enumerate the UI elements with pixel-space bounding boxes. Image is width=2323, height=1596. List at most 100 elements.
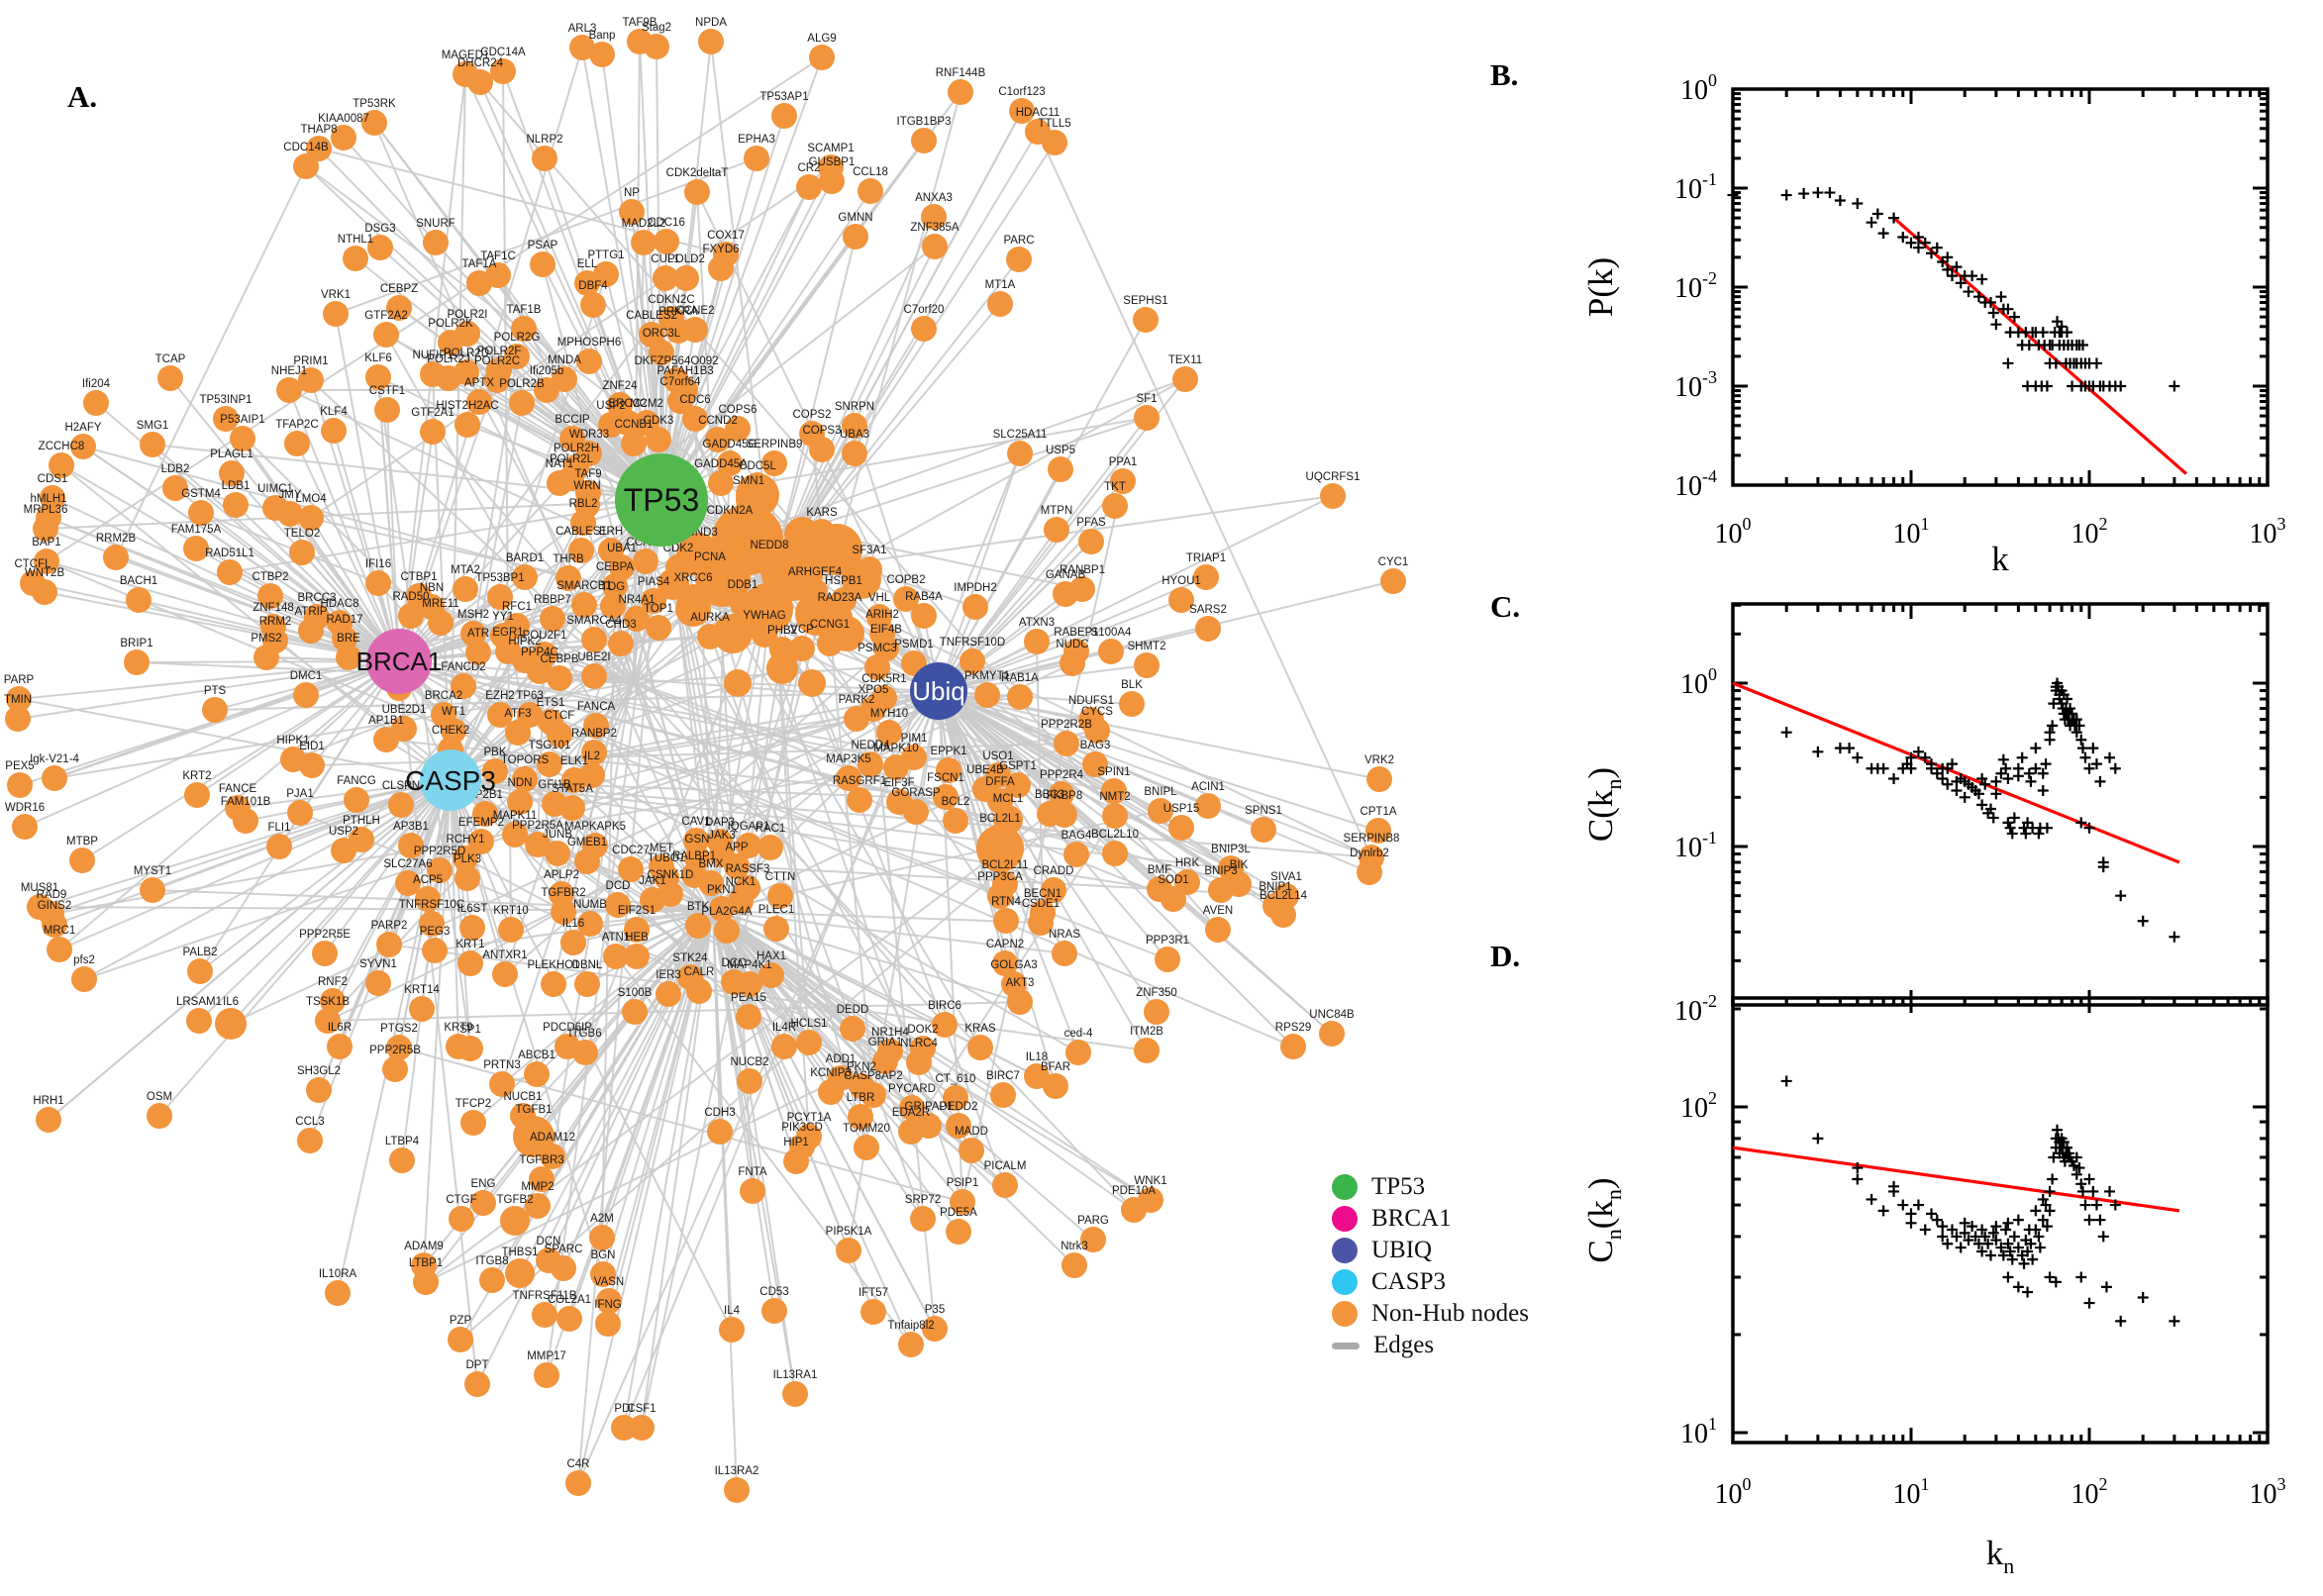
network-node <box>547 722 572 748</box>
node-label: ZCCHC8 <box>39 441 85 452</box>
node-label: ANTXR1 <box>482 949 527 961</box>
node-label: IQGAP1 <box>728 821 770 833</box>
node-label: GANAB <box>1046 569 1086 581</box>
network-node <box>454 412 480 438</box>
network-node <box>707 1119 733 1145</box>
network-node <box>899 1095 925 1121</box>
network-node <box>124 649 150 675</box>
node-label: FANCD2 <box>441 661 485 673</box>
network-node <box>1053 581 1078 607</box>
network-edge <box>938 576 1207 692</box>
node-label: S100B <box>618 987 653 999</box>
network-node <box>266 834 292 859</box>
node-label: IL10RA <box>319 1268 357 1280</box>
network-edge <box>938 690 1222 891</box>
node-label: IL6 <box>223 996 239 1008</box>
node-label: C1orf123 <box>998 86 1045 98</box>
node-label: BCL2L14 <box>1260 890 1308 902</box>
network-node <box>293 682 319 708</box>
node-label: ACP5 <box>413 874 443 886</box>
hub-node-brca1 <box>366 629 432 694</box>
network-edge <box>335 313 400 662</box>
network-node <box>608 631 634 656</box>
node-label: RASGRF1 <box>833 775 886 787</box>
node-label: TOP1 <box>644 603 673 615</box>
node-label: PFAS <box>1076 517 1106 529</box>
network-edge <box>377 376 471 1049</box>
node-label: CSTF1 <box>369 385 405 397</box>
node-label: BGN <box>591 1249 616 1261</box>
node-label: ATN1 <box>602 932 631 944</box>
node-label: CTGF <box>446 1194 476 1206</box>
node-label: ERH <box>599 526 623 538</box>
network-node <box>147 1103 172 1129</box>
node-label: PLAGL1 <box>210 449 252 460</box>
node-label: RAB4A <box>905 591 943 603</box>
network-node <box>769 637 795 662</box>
network-node <box>293 153 319 179</box>
node-label: ITGB1BP3 <box>897 116 952 128</box>
network-node <box>719 1317 745 1343</box>
network-edge <box>584 573 773 1053</box>
network-node <box>576 349 602 374</box>
svg-text:100: 100 <box>1715 1474 1752 1510</box>
node-label: ETS1 <box>537 697 565 709</box>
network-edge <box>712 910 1042 924</box>
node-label: KCNIP3 <box>810 1067 852 1079</box>
node-label: ADD1 <box>826 1053 857 1065</box>
node-label: ARIH2 <box>865 609 899 621</box>
network-node <box>1366 766 1392 792</box>
node-label: THAP8 <box>300 124 337 136</box>
network-node <box>640 887 665 913</box>
node-label: CPT1A <box>1360 806 1396 818</box>
network-node <box>782 1381 808 1407</box>
node-label: TNFRSF10C <box>399 899 464 911</box>
network-edge <box>712 910 1057 1087</box>
network-node <box>842 441 867 466</box>
node-label: BNIPL <box>1144 786 1177 798</box>
network-edge <box>18 660 400 700</box>
node-label: EIF3F <box>883 777 914 789</box>
network-node <box>482 758 508 784</box>
network-node <box>602 573 628 599</box>
network-node <box>1134 1038 1160 1063</box>
network-edge <box>504 499 662 975</box>
network-node <box>297 1128 323 1153</box>
node-label: AKT3 <box>1006 977 1035 989</box>
node-label: PPP2R4 <box>1040 769 1084 781</box>
node-label: EIF4B <box>870 624 902 636</box>
node-label: RCHY1 <box>447 834 485 846</box>
node-label: COX17 <box>707 230 745 242</box>
network-node <box>505 720 531 746</box>
node-label: SHMT2 <box>1128 641 1166 652</box>
node-label: COL2A1 <box>548 1294 591 1306</box>
node-label: CTTN <box>765 871 796 883</box>
node-label: SLC25A11 <box>993 429 1048 441</box>
node-label: RRM2B <box>96 533 137 545</box>
node-label: WNK1 <box>1134 1175 1166 1187</box>
legend-item-tp53: TP53 <box>1332 1171 1529 1203</box>
node-label: C7orf64 <box>660 376 702 388</box>
node-label: MET <box>650 843 673 854</box>
network-node <box>1006 247 1032 272</box>
node-label: ITGB8 <box>475 1255 508 1267</box>
network-node <box>709 896 735 922</box>
node-label: FXYD6 <box>702 244 739 255</box>
network-node <box>717 517 743 543</box>
node-label: POLD2 <box>667 253 705 265</box>
network-node <box>1052 802 1077 828</box>
network-node <box>525 1193 551 1219</box>
node-label: POLR2J <box>427 353 469 365</box>
network-node <box>276 377 302 403</box>
node-label: LDB2 <box>161 463 190 475</box>
node-label: POLR2I <box>448 309 488 321</box>
network-node <box>987 291 1013 317</box>
network-node <box>545 841 570 866</box>
node-label: SPARC <box>545 1244 583 1255</box>
node-label: BTK <box>687 901 710 913</box>
node-label: PSAP <box>528 240 558 251</box>
svg-text:10-3: 10-3 <box>1674 367 1717 403</box>
hub-nodes: TP53 BRCA1 CASP3 Ubiq <box>356 453 967 811</box>
network-node <box>457 950 483 976</box>
